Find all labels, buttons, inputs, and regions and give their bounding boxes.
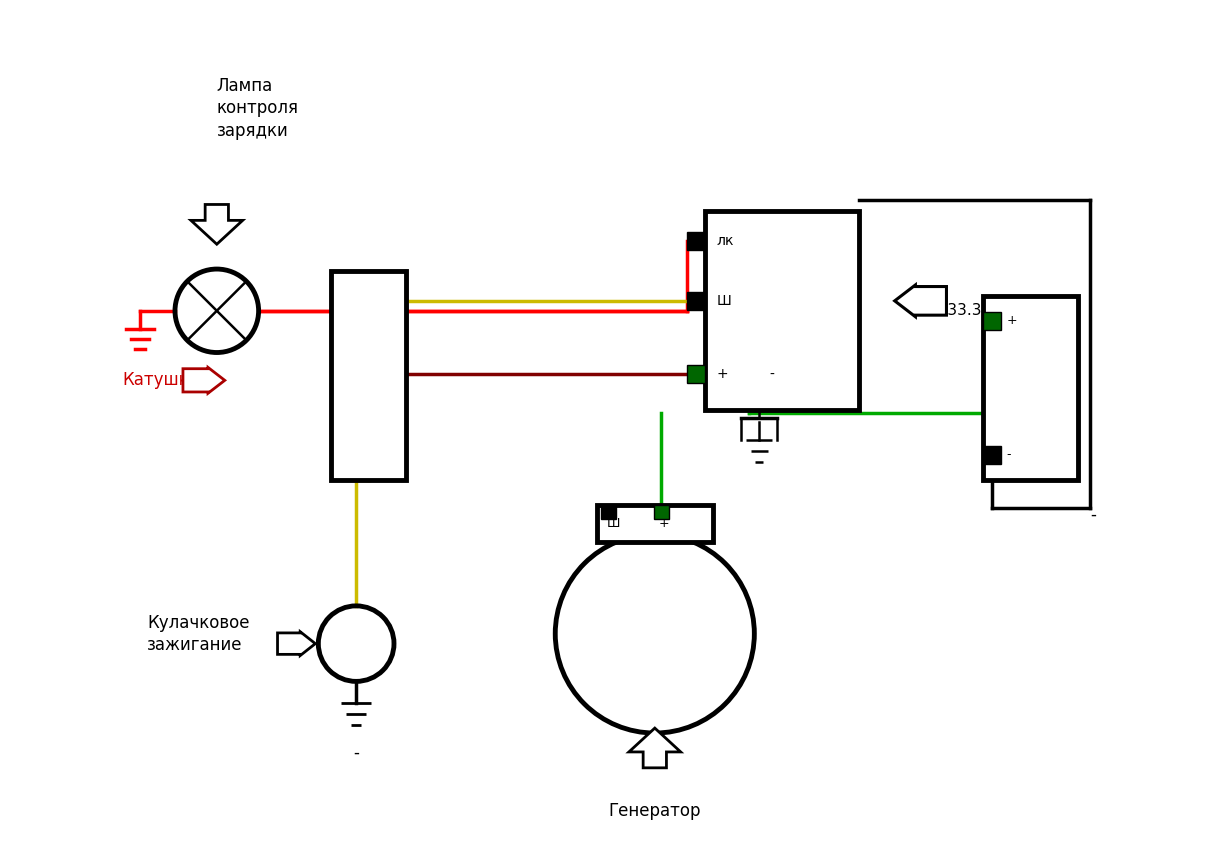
Text: лк: лк xyxy=(717,234,734,248)
Bar xyxy=(686,292,705,310)
Text: Ш: Ш xyxy=(607,517,620,530)
Bar xyxy=(705,211,858,410)
Text: -: - xyxy=(769,368,774,381)
Bar xyxy=(601,504,615,520)
Text: +: + xyxy=(1006,314,1017,327)
Text: Лампа
контроля
зарядки: Лампа контроля зарядки xyxy=(217,77,299,139)
Polygon shape xyxy=(190,204,243,244)
Text: Кулачковое
зажигание: Кулачковое зажигание xyxy=(147,613,249,654)
Bar xyxy=(653,504,669,520)
Text: Ш: Ш xyxy=(717,294,731,308)
Text: -: - xyxy=(1006,448,1011,461)
Polygon shape xyxy=(183,368,225,394)
Bar xyxy=(686,365,705,383)
Bar xyxy=(331,271,405,480)
Bar xyxy=(983,296,1078,480)
Text: +: + xyxy=(717,368,728,381)
Text: Генератор: Генератор xyxy=(608,803,701,821)
Bar xyxy=(597,504,713,542)
Polygon shape xyxy=(629,728,680,768)
Bar xyxy=(983,446,1001,464)
Bar xyxy=(686,233,705,250)
Text: РР 33.3702: РР 33.3702 xyxy=(923,304,1010,318)
Text: -: - xyxy=(1090,505,1095,523)
Polygon shape xyxy=(895,285,946,317)
Text: -: - xyxy=(353,744,359,762)
Text: +: + xyxy=(659,517,669,530)
Text: Катушка: Катушка xyxy=(122,371,199,389)
Bar xyxy=(983,311,1001,330)
Polygon shape xyxy=(277,631,315,656)
